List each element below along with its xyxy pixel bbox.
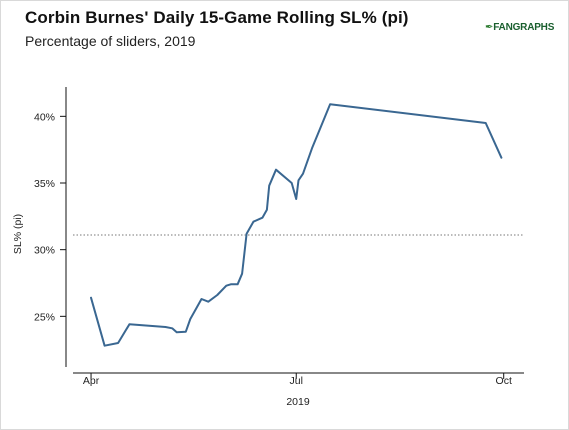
y-axis-ticks: 25% 30% 35% 40% [34, 111, 66, 323]
series-line [90, 103, 503, 347]
logo-text: FANGRAPHS [493, 22, 555, 33]
x-tick-label: Jul [290, 375, 303, 387]
x-axis-ticks: Apr Jul Oct [83, 373, 512, 387]
x-tick-label: Apr [83, 375, 100, 387]
y-axis-label: SL% (pi) [12, 214, 24, 254]
chart-title: Corbin Burnes' Daily 15-Game Rolling SL%… [25, 8, 409, 27]
y-tick-label: 35% [34, 178, 55, 190]
x-axis-label: 2019 [286, 396, 310, 408]
y-tick-label: 40% [34, 111, 55, 123]
x-tick-label: Oct [496, 375, 512, 387]
fangraphs-logo: ✒FANGRAPHS [485, 22, 554, 33]
chart-subtitle: Percentage of sliders, 2019 [25, 33, 196, 49]
logo-mark-icon: ✒ [485, 22, 494, 33]
y-tick-label: 25% [34, 311, 55, 323]
y-tick-label: 30% [34, 245, 55, 257]
